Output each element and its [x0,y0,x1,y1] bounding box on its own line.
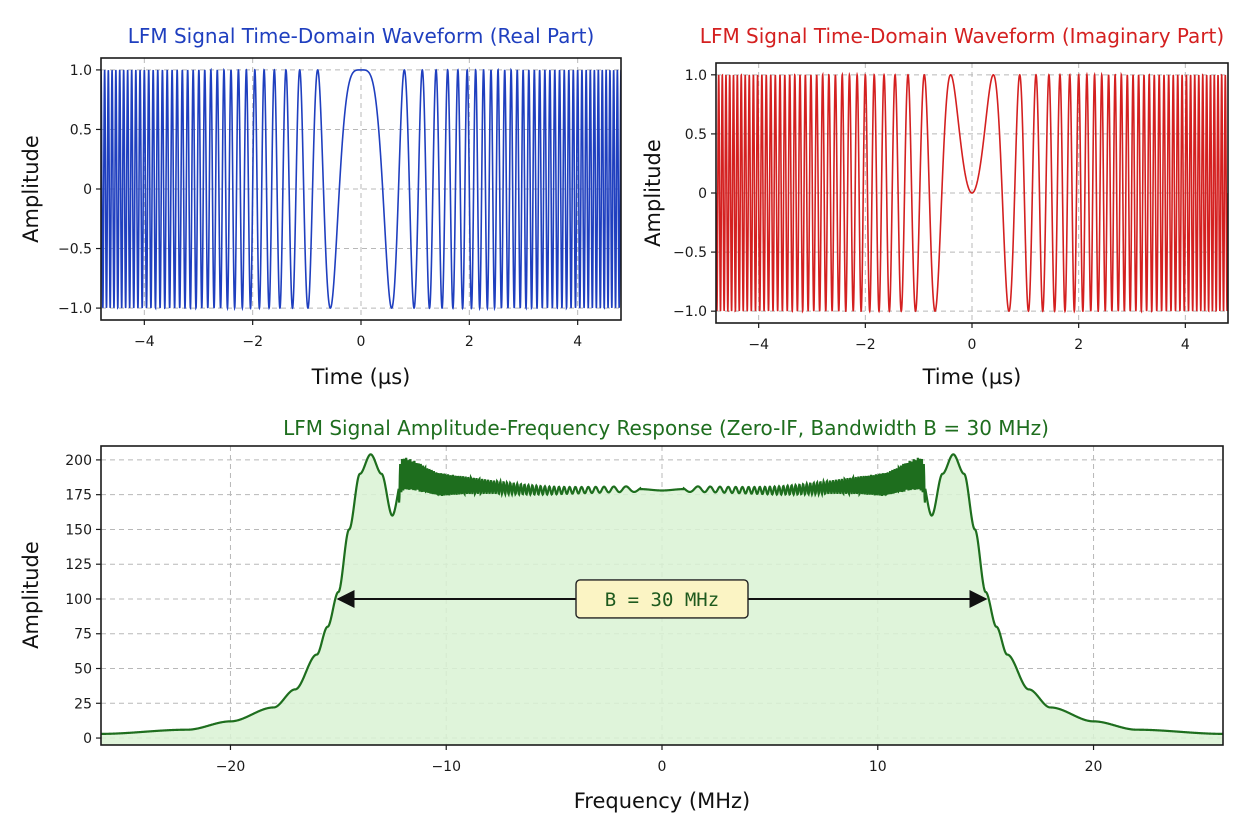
y-tick-label: 0 [698,186,707,202]
y-tick-label: −0.5 [58,242,92,258]
spectrum-chart: LFM Signal Amplitude-Frequency Response … [19,416,1224,813]
x-tick-label: 4 [573,334,582,350]
y-ticks-real: −1.0 −0.5 0 0.5 1.0 [58,63,101,317]
y-ticks-imag: −1.0 −0.5 0 0.5 1.0 [673,68,716,320]
x-tick-label: −2 [242,334,263,350]
x-axis-label-imag: Time (µs) [922,365,1022,389]
y-tick-label: 0.5 [685,127,707,143]
y-tick-label: −1.0 [58,301,92,317]
y-axis-label-spectrum: Amplitude [19,541,43,649]
y-axis-label-imag: Amplitude [641,139,665,247]
y-ticks-spectrum: 0 25 50 75 100 125 150 175 200 [65,453,101,747]
bandwidth-annotation: B = 30 MHz [336,579,988,619]
y-tick-label: 1.0 [70,63,92,79]
y-tick-label: 100 [65,592,92,608]
plot-real [101,67,621,312]
bandwidth-label: B = 30 MHz [605,589,719,611]
y-tick-label: 200 [65,453,92,469]
x-tick-label: 20 [1085,759,1103,775]
chart-title-spectrum: LFM Signal Amplitude-Frequency Response … [283,416,1049,440]
waveform-line [101,67,621,312]
chart-title-imag: LFM Signal Time-Domain Waveform (Imagina… [700,24,1224,48]
y-tick-label: −0.5 [673,245,707,261]
y-tick-label: 75 [74,627,92,643]
y-tick-label: 0 [83,731,92,747]
imaginary-part-chart: LFM Signal Time-Domain Waveform (Imagina… [641,24,1229,389]
bandwidth-label-box [575,579,749,619]
y-tick-label: 150 [65,522,92,538]
x-tick-label: 2 [1074,337,1083,353]
x-tick-label: 10 [869,759,887,775]
x-tick-label: −4 [134,334,155,350]
x-axis-label-real: Time (µs) [311,365,411,389]
real-part-chart: LFM Signal Time-Domain Waveform (Real Pa… [19,24,622,389]
y-tick-label: 0 [83,182,92,198]
x-tick-label: 0 [968,337,977,353]
x-tick-label: −2 [855,337,876,353]
y-tick-label: 25 [74,696,92,712]
x-axis-label-spectrum: Frequency (MHz) [574,789,750,813]
y-tick-label: 50 [74,662,92,678]
x-ticks-real: −4 −2 0 2 4 [134,320,582,350]
y-tick-label: 175 [65,488,92,504]
x-tick-label: 0 [658,759,667,775]
plot-imag [716,71,1228,314]
x-ticks-imag: −4 −2 0 2 4 [748,323,1190,353]
spectrum-line [101,453,1223,735]
x-tick-label: −4 [748,337,769,353]
x-tick-label: 4 [1181,337,1190,353]
chart-title-real: LFM Signal Time-Domain Waveform (Real Pa… [128,24,595,48]
y-axis-label-real: Amplitude [19,135,43,243]
y-tick-label: 0.5 [70,122,92,138]
x-ticks-spectrum: −20 −10 0 10 20 [216,745,1103,775]
y-tick-label: −1.0 [673,304,707,320]
y-tick-label: 125 [65,557,92,573]
x-tick-label: 2 [465,334,474,350]
waveform-line [716,71,1228,314]
x-tick-label: 0 [357,334,366,350]
x-tick-label: −10 [431,759,461,775]
y-tick-label: 1.0 [685,68,707,84]
x-tick-label: −20 [216,759,246,775]
